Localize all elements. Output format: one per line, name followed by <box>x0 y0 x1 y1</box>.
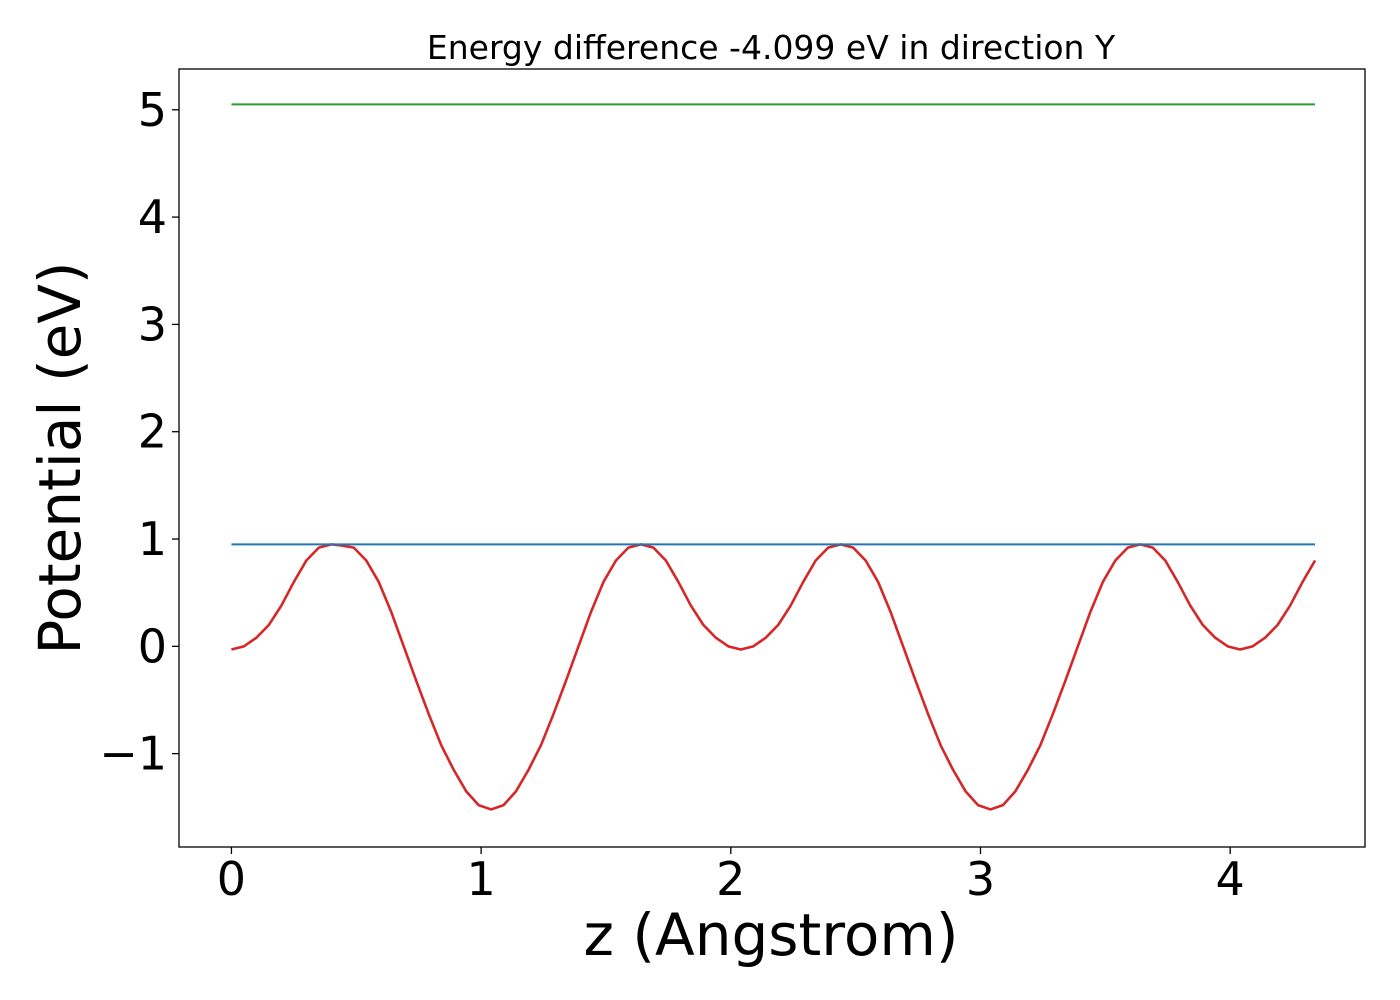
x-axis-label: z (Angstrom) <box>584 901 959 969</box>
series-line-1 <box>231 543 1317 811</box>
x-tick-label: 0 <box>217 852 246 906</box>
y-tick-label: −1 <box>99 727 167 781</box>
x-tick-label: 3 <box>966 852 995 906</box>
y-tick-label: 5 <box>138 83 167 137</box>
y-axis-label: Potential (eV) <box>26 261 94 654</box>
y-tick-label: 1 <box>138 512 167 566</box>
x-tick-label: 4 <box>1216 852 1245 906</box>
x-tick-label: 1 <box>466 852 495 906</box>
y-axis: −1 0 1 2 3 4 5 <box>99 83 179 781</box>
plot-frame <box>178 68 1366 848</box>
y-tick-label: 3 <box>138 297 167 351</box>
series-layer <box>231 103 1317 811</box>
chart-title: Energy difference -4.099 eV in direction… <box>427 28 1116 67</box>
y-tick-label: 0 <box>138 619 167 673</box>
x-axis: 0 1 2 3 4 <box>217 847 1245 906</box>
y-tick-label: 4 <box>138 190 167 244</box>
x-tick-label: 2 <box>716 852 745 906</box>
y-tick-label: 2 <box>138 405 167 459</box>
